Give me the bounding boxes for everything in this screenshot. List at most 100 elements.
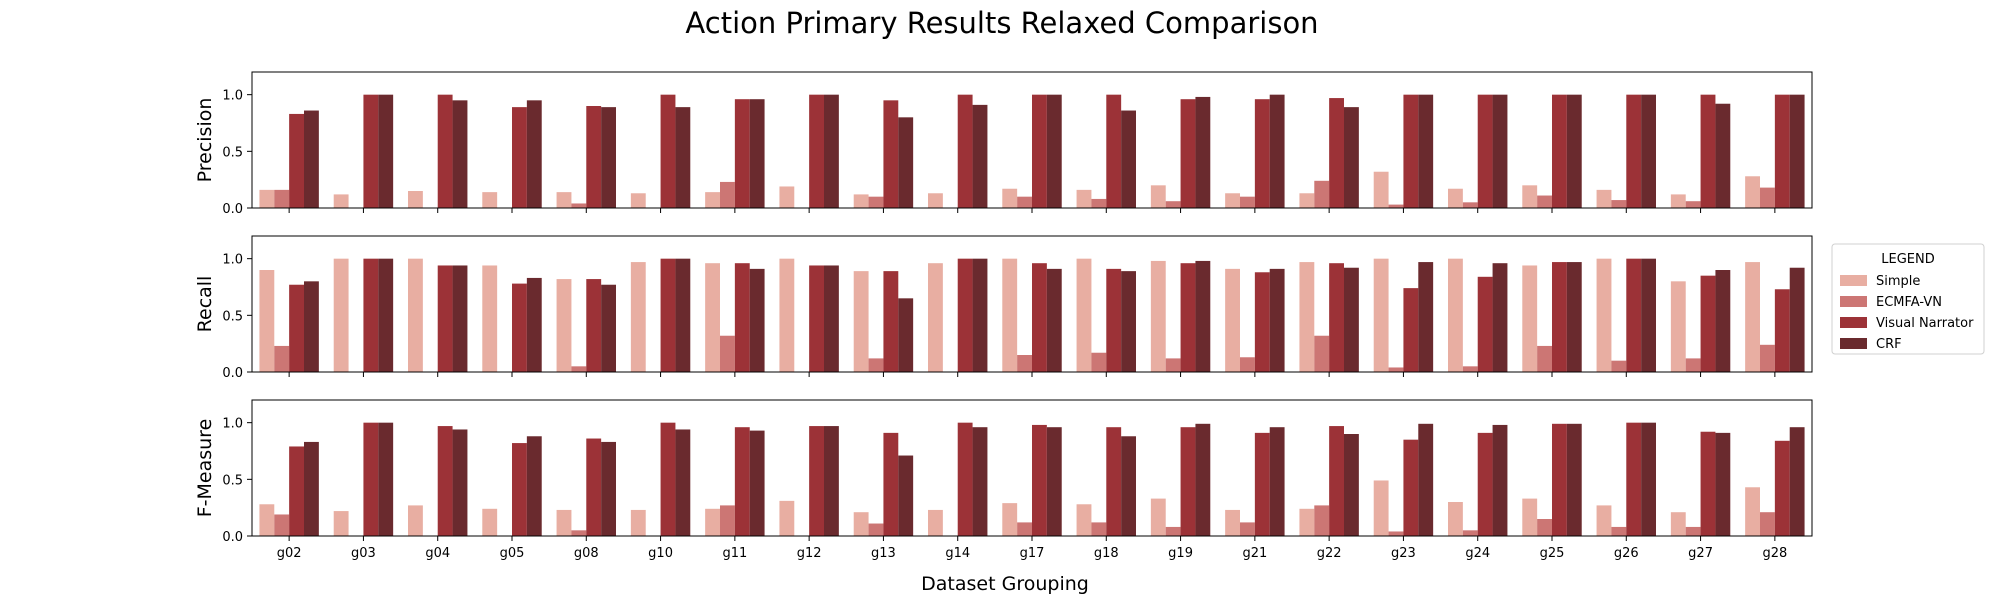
bar-ecmfa-vn-g19 bbox=[1165, 201, 1181, 208]
bar-visual-narrator-g12 bbox=[809, 426, 824, 536]
bar-simple-g19 bbox=[1150, 498, 1166, 536]
bar-visual-narrator-g24 bbox=[1477, 94, 1493, 208]
y-tick-label: 0.5 bbox=[222, 145, 243, 160]
bar-crf-g17 bbox=[1046, 268, 1062, 372]
bar-ecmfa-vn-g17 bbox=[1017, 196, 1032, 208]
bar-crf-g02 bbox=[304, 281, 319, 372]
bar-crf-g21 bbox=[1269, 94, 1285, 208]
legend-swatch-crf bbox=[1840, 338, 1867, 349]
bar-visual-narrator-g19 bbox=[1180, 427, 1196, 536]
bar-crf-g02 bbox=[304, 441, 319, 536]
bar-ecmfa-vn-g27 bbox=[1685, 358, 1701, 372]
bar-visual-narrator-g17 bbox=[1032, 94, 1047, 208]
x-tick-label-g28: g28 bbox=[1762, 546, 1787, 561]
bar-simple-g24 bbox=[1448, 502, 1463, 536]
bar-crf-g18 bbox=[1121, 436, 1136, 536]
bar-ecmfa-vn-g18 bbox=[1091, 352, 1107, 372]
chart-title: Action Primary Results Relaxed Compariso… bbox=[685, 6, 1318, 40]
bar-crf-g10 bbox=[675, 429, 691, 536]
bar-crf-g18 bbox=[1121, 110, 1136, 208]
bar-ecmfa-vn-g23 bbox=[1388, 531, 1404, 536]
bar-crf-g27 bbox=[1715, 103, 1731, 208]
x-tick-label-g21: g21 bbox=[1242, 546, 1267, 561]
bar-visual-narrator-g24 bbox=[1477, 276, 1493, 372]
bar-visual-narrator-g14 bbox=[957, 258, 973, 372]
bar-visual-narrator-g28 bbox=[1774, 289, 1790, 372]
bar-simple-g23 bbox=[1373, 258, 1389, 372]
x-tick-label-g12: g12 bbox=[797, 546, 822, 561]
bar-crf-g27 bbox=[1715, 432, 1731, 536]
bar-simple-g27 bbox=[1670, 281, 1686, 372]
bar-ecmfa-vn-g18 bbox=[1091, 522, 1107, 536]
bar-visual-narrator-g28 bbox=[1774, 94, 1790, 208]
bar-visual-narrator-g18 bbox=[1106, 427, 1122, 536]
bar-ecmfa-vn-g08 bbox=[571, 530, 587, 536]
bar-ecmfa-vn-g22 bbox=[1314, 505, 1330, 536]
legend-title: LEGEND bbox=[1881, 252, 1934, 267]
bar-visual-narrator-g18 bbox=[1106, 268, 1122, 372]
subplot-precision: 0.0 0.5 1.0 Precision bbox=[194, 71, 1813, 217]
bar-ecmfa-vn-g02 bbox=[274, 345, 290, 372]
bar-ecmfa-vn-g13 bbox=[868, 196, 884, 208]
bar-simple-g19 bbox=[1150, 260, 1166, 372]
bar-simple-g11 bbox=[705, 192, 720, 208]
bar-visual-narrator-g17 bbox=[1032, 424, 1047, 536]
bar-simple-g17 bbox=[1002, 258, 1018, 372]
bar-visual-narrator-g27 bbox=[1700, 275, 1716, 372]
bar-ecmfa-vn-g25 bbox=[1537, 195, 1552, 208]
bar-crf-g08 bbox=[601, 441, 616, 536]
bar-ecmfa-vn-g21 bbox=[1240, 522, 1255, 536]
bar-simple-g10 bbox=[630, 193, 646, 208]
bar-crf-g03 bbox=[378, 422, 394, 536]
bar-crf-g10 bbox=[675, 258, 691, 372]
bar-ecmfa-vn-g11 bbox=[720, 505, 735, 536]
bar-ecmfa-vn-g21 bbox=[1240, 357, 1255, 372]
bar-ecmfa-vn-g13 bbox=[868, 523, 884, 536]
bar-visual-narrator-g14 bbox=[957, 422, 973, 536]
bar-visual-narrator-g23 bbox=[1403, 439, 1419, 536]
bar-crf-g17 bbox=[1046, 94, 1062, 208]
bar-crf-g04 bbox=[452, 100, 468, 208]
bar-simple-g08 bbox=[556, 279, 572, 372]
bar-simple-g10 bbox=[630, 509, 646, 536]
x-tick-label-g26: g26 bbox=[1614, 546, 1639, 561]
bar-crf-g05 bbox=[526, 277, 542, 372]
bar-ecmfa-vn-g11 bbox=[720, 181, 735, 208]
bar-ecmfa-vn-g25 bbox=[1537, 519, 1552, 536]
x-tick-label-g08: g08 bbox=[574, 546, 599, 561]
bar-simple-g26 bbox=[1596, 505, 1612, 536]
bar-ecmfa-vn-g22 bbox=[1314, 180, 1330, 208]
bar-crf-g05 bbox=[526, 100, 542, 208]
bar-ecmfa-vn-g08 bbox=[571, 366, 587, 372]
bar-simple-g27 bbox=[1670, 512, 1686, 536]
bar-visual-narrator-g23 bbox=[1403, 288, 1419, 372]
legend: LEGEND Simple ECMFA-VN Visual Narrator CRF bbox=[1831, 243, 1985, 355]
bar-crf-g22 bbox=[1344, 107, 1359, 208]
x-tick-label-g19: g19 bbox=[1168, 546, 1193, 561]
bar-crf-g25 bbox=[1566, 94, 1582, 208]
bar-crf-g11 bbox=[749, 268, 765, 372]
bar-crf-g19 bbox=[1195, 423, 1211, 536]
bar-simple-g14 bbox=[928, 263, 943, 372]
bar-crf-g08 bbox=[601, 107, 616, 208]
bar-visual-narrator-g21 bbox=[1254, 99, 1270, 208]
bar-crf-g19 bbox=[1195, 96, 1211, 208]
bar-ecmfa-vn-g19 bbox=[1165, 358, 1181, 372]
x-tick-label-g23: g23 bbox=[1391, 546, 1416, 561]
bar-visual-narrator-g22 bbox=[1329, 98, 1344, 208]
bar-visual-narrator-g03 bbox=[363, 422, 379, 536]
bar-ecmfa-vn-g24 bbox=[1462, 366, 1478, 372]
bar-visual-narrator-g27 bbox=[1700, 431, 1716, 536]
bar-ecmfa-vn-g26 bbox=[1611, 360, 1627, 372]
bar-visual-narrator-g19 bbox=[1180, 263, 1196, 372]
bar-visual-narrator-g04 bbox=[437, 94, 453, 208]
legend-label-ecmfa-vn: ECMFA-VN bbox=[1876, 295, 1942, 310]
bar-ecmfa-vn-g28 bbox=[1760, 344, 1775, 372]
bar-crf-g10 bbox=[675, 107, 691, 208]
bar-crf-g03 bbox=[378, 258, 394, 372]
bar-ecmfa-vn-g13 bbox=[868, 358, 884, 372]
bar-simple-g28 bbox=[1745, 487, 1760, 536]
bar-simple-g13 bbox=[853, 194, 869, 208]
x-tick-label-g05: g05 bbox=[500, 546, 525, 561]
bar-ecmfa-vn-g17 bbox=[1017, 522, 1032, 536]
